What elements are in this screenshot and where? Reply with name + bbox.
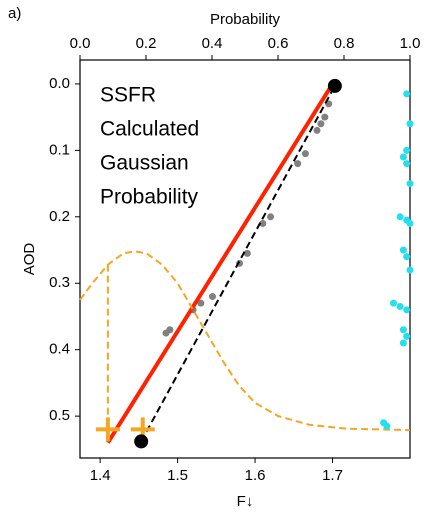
line [106, 82, 335, 444]
marker [406, 266, 414, 274]
marker [399, 153, 407, 161]
marker [313, 126, 321, 134]
marker [321, 113, 329, 121]
x-tick-label: 1.4 [90, 467, 111, 484]
legend-entry: Calculated [100, 118, 199, 141]
x2-tick-label: 1.0 [400, 35, 421, 52]
y-tick-label: 0.2 [49, 208, 70, 225]
y-tick-label: 0.3 [49, 274, 70, 291]
y-tick-label: 0.0 [49, 75, 70, 92]
marker [208, 293, 216, 301]
x2-tick-label: 0.6 [268, 35, 289, 52]
endpoint [327, 78, 342, 93]
x-tick-label: 1.7 [322, 467, 343, 484]
marker [399, 246, 407, 254]
x2-tick-label: 0.8 [334, 35, 355, 52]
marker [259, 219, 267, 227]
marker [403, 332, 411, 340]
marker [403, 306, 411, 314]
marker [390, 299, 397, 307]
marker [399, 339, 407, 347]
x-tick-label: 1.5 [167, 467, 188, 484]
y-axis-label: AOD [21, 243, 38, 276]
marker [197, 299, 205, 307]
marker [403, 253, 411, 261]
x2-tick-label: 0.2 [136, 35, 157, 52]
marker [267, 213, 275, 221]
marker [406, 219, 414, 227]
dashed-line [79, 250, 411, 432]
marker [396, 213, 404, 221]
panel-label: a) [8, 5, 21, 22]
plot-frame [79, 59, 411, 459]
marker [403, 90, 411, 98]
marker [403, 146, 411, 154]
marker [399, 326, 407, 334]
marker [294, 160, 302, 168]
marker [383, 422, 391, 430]
x2-tick-label: 0.4 [202, 35, 223, 52]
marker [406, 120, 414, 128]
marker [166, 326, 174, 334]
y-tick-label: 0.1 [49, 141, 70, 158]
x-tick-label: 1.6 [245, 467, 266, 484]
marker [396, 303, 404, 311]
plus-marker [95, 417, 120, 442]
legend-entry: SSFR [100, 84, 156, 107]
marker [406, 180, 414, 188]
marker [301, 150, 309, 158]
legend-entry: Gaussian [100, 152, 189, 175]
x2-tick-label: 0.0 [70, 35, 91, 52]
marker [317, 120, 325, 128]
y-tick-label: 0.5 [49, 407, 70, 424]
marker [243, 249, 251, 257]
x-axis-label: F↓ [237, 493, 254, 510]
y-tick-label: 0.4 [49, 341, 70, 358]
x2-axis-label: Probability [210, 11, 281, 28]
marker [403, 160, 411, 168]
endpoint [134, 434, 149, 449]
dashed-line [140, 85, 336, 442]
legend-entry: Probability [100, 186, 199, 209]
